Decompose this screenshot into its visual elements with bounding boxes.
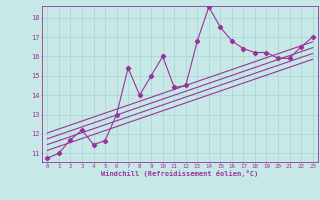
X-axis label: Windchill (Refroidissement éolien,°C): Windchill (Refroidissement éolien,°C): [101, 170, 259, 177]
